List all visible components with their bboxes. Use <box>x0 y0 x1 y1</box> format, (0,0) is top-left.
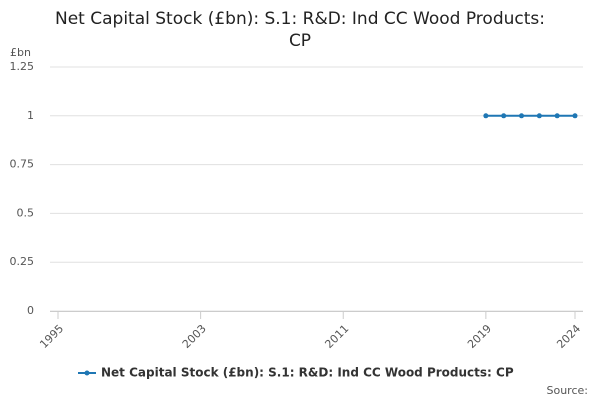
y-tick-label: 0.75 <box>10 158 35 171</box>
x-tick-label: 1995 <box>37 322 66 351</box>
chart-title: CP <box>289 31 311 51</box>
data-point <box>483 113 489 119</box>
data-point <box>519 113 525 119</box>
y-tick-label: 0.25 <box>10 255 35 268</box>
x-tick-label: 2019 <box>465 322 494 351</box>
legend-label: Net Capital Stock (£bn): S.1: R&D: Ind C… <box>101 366 514 380</box>
data-point <box>501 113 507 119</box>
y-tick-label: 0 <box>27 304 34 317</box>
y-tick-label: 1 <box>27 109 34 122</box>
x-tick-label: 2003 <box>180 322 209 351</box>
x-tick-label: 2024 <box>554 322 583 351</box>
y-tick-label: 1.25 <box>10 60 35 73</box>
data-point <box>572 113 578 119</box>
x-tick-label: 2011 <box>322 322 351 351</box>
source: Source: <box>547 384 589 397</box>
y-tick-label: 0.5 <box>17 206 35 219</box>
legend-swatch <box>84 370 90 376</box>
data-point <box>554 113 560 119</box>
data-point <box>536 113 542 119</box>
chart-title: Net Capital Stock (£bn): S.1: R&D: Ind C… <box>55 9 545 29</box>
y-axis-label: £bn <box>10 46 31 59</box>
